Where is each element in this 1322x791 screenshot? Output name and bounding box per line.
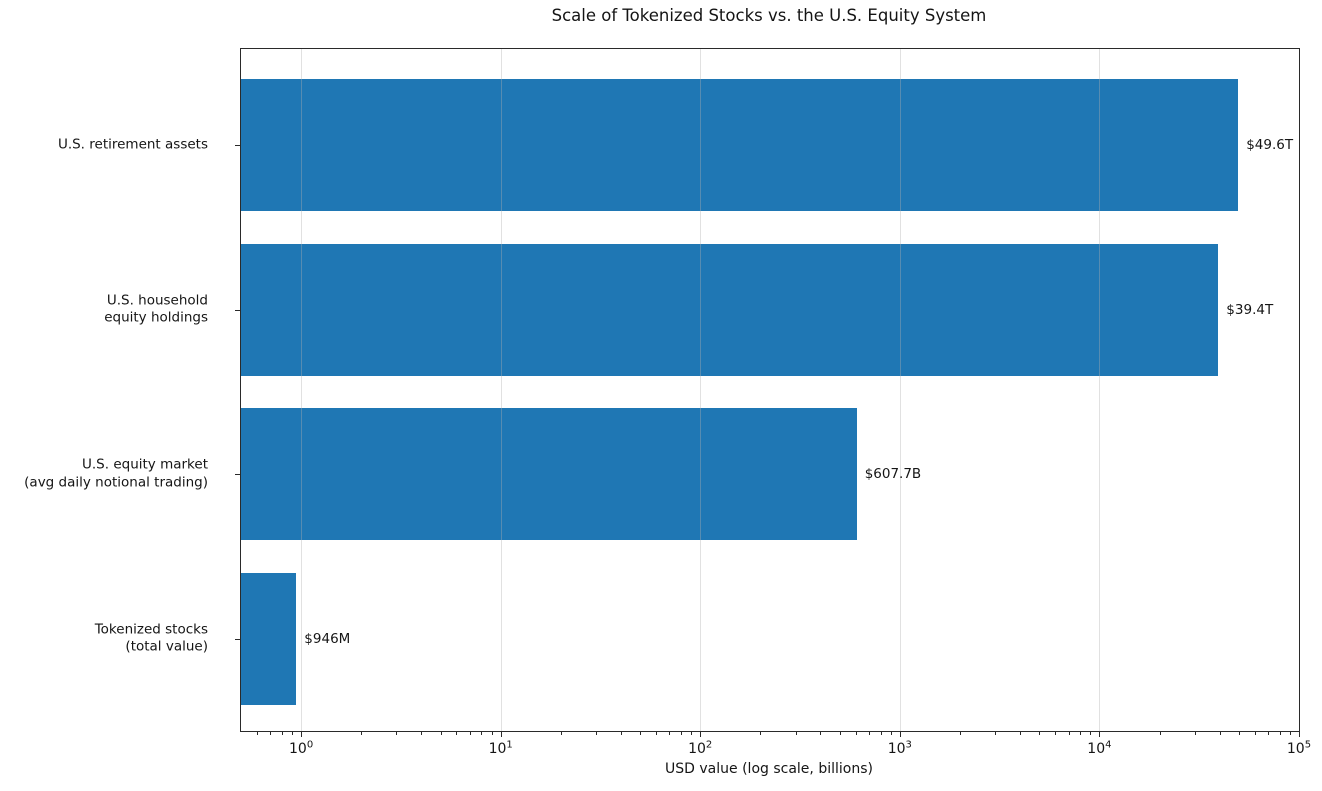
bar-value-label-2: $607.7B <box>864 466 922 483</box>
x-minor-tick <box>1279 731 1281 735</box>
x-minor-tick <box>656 731 657 735</box>
y-tick-2 <box>235 474 240 476</box>
x-minor-tick <box>1020 731 1021 735</box>
gridline-10e0 <box>301 49 303 731</box>
x-minor-tick <box>1289 731 1291 735</box>
x-tick-label-10e5: 105 <box>1286 739 1312 757</box>
gridline-10e3 <box>899 49 901 731</box>
x-minor-tick <box>640 731 642 735</box>
y-category-label-3: Tokenized stocks (total value) <box>94 621 208 656</box>
x-minor-tick <box>839 731 841 735</box>
x-minor-tick <box>890 731 892 735</box>
x-minor-tick <box>1254 731 1256 735</box>
x-minor-tick <box>795 731 797 735</box>
bar-3 <box>241 573 297 706</box>
y-tick-3 <box>235 639 240 641</box>
x-major-tick-10e5 <box>1299 731 1300 737</box>
x-tick-label-10e0: 100 <box>288 739 314 757</box>
x-minor-tick <box>1159 731 1161 735</box>
y-category-label-1: U.S. household equity holdings <box>104 292 208 326</box>
x-minor-tick <box>880 731 882 735</box>
x-minor-tick <box>256 731 258 735</box>
bar-value-label-3: $946M <box>304 631 351 648</box>
x-major-tick-10e4 <box>1099 731 1101 737</box>
x-major-tick-10e2 <box>700 731 702 737</box>
x-minor-tick <box>281 731 283 735</box>
gridline-10e2 <box>700 49 702 731</box>
x-minor-tick <box>760 731 762 735</box>
bar-0 <box>241 79 1239 211</box>
x-minor-tick <box>691 731 693 735</box>
x-minor-tick <box>421 731 423 735</box>
x-minor-tick <box>440 731 442 735</box>
x-minor-tick <box>1039 731 1041 735</box>
x-minor-tick <box>481 731 483 735</box>
x-minor-tick <box>1194 731 1196 735</box>
x-minor-tick <box>669 731 671 735</box>
x-minor-tick <box>291 731 293 735</box>
x-minor-tick <box>868 731 870 735</box>
x-minor-tick <box>1080 731 1082 735</box>
x-tick-label-10e1: 101 <box>488 739 513 757</box>
x-minor-tick <box>456 731 458 735</box>
bar-2 <box>241 408 857 541</box>
x-minor-tick <box>491 731 493 735</box>
x-minor-tick <box>620 731 622 735</box>
bar-value-label-1: $39.4T <box>1226 301 1274 318</box>
x-axis-label: USD value (log scale, billions) <box>665 761 873 777</box>
x-minor-tick <box>595 731 597 735</box>
x-minor-tick <box>361 731 363 735</box>
x-minor-tick <box>959 731 961 735</box>
x-minor-tick <box>820 731 822 735</box>
plot-area: 100 101 102 103 104 105 U.S. retirement assets… <box>24 48 1311 757</box>
x-minor-tick <box>270 731 272 735</box>
x-tick-label-10e2: 102 <box>688 739 713 757</box>
x-major-tick-10e1 <box>500 731 502 737</box>
x-major-tick-10e0 <box>301 731 303 737</box>
gridline-10e4 <box>1099 49 1101 731</box>
x-minor-tick <box>855 731 857 735</box>
x-minor-tick <box>995 731 997 735</box>
bar-1 <box>241 243 1219 376</box>
x-tick-label-10e3: 103 <box>887 739 912 757</box>
y-category-label-2: U.S. equity market (avg daily notional tr… <box>24 457 208 491</box>
x-minor-tick <box>1090 731 1092 735</box>
x-tick-label-10e4: 104 <box>1087 739 1112 757</box>
gridline-10e1 <box>500 49 502 731</box>
x-minor-tick <box>1219 731 1221 735</box>
y-category-label-0: U.S. retirement assets <box>57 136 208 153</box>
x-minor-tick <box>1068 731 1070 735</box>
x-minor-tick <box>1268 731 1270 735</box>
x-major-tick-10e3 <box>899 731 901 737</box>
x-minor-tick <box>1055 731 1057 735</box>
x-minor-tick <box>396 731 398 735</box>
x-minor-tick <box>680 731 682 735</box>
y-tick-0 <box>235 145 240 146</box>
x-minor-tick <box>560 731 562 735</box>
chart-title: Scale of Tokenized Stocks vs. the U.S. E… <box>551 6 987 25</box>
y-tick-1 <box>235 309 240 311</box>
bar-value-label-0: $49.6T <box>1246 137 1294 153</box>
x-minor-tick <box>1238 731 1240 735</box>
x-minor-tick <box>469 731 471 735</box>
